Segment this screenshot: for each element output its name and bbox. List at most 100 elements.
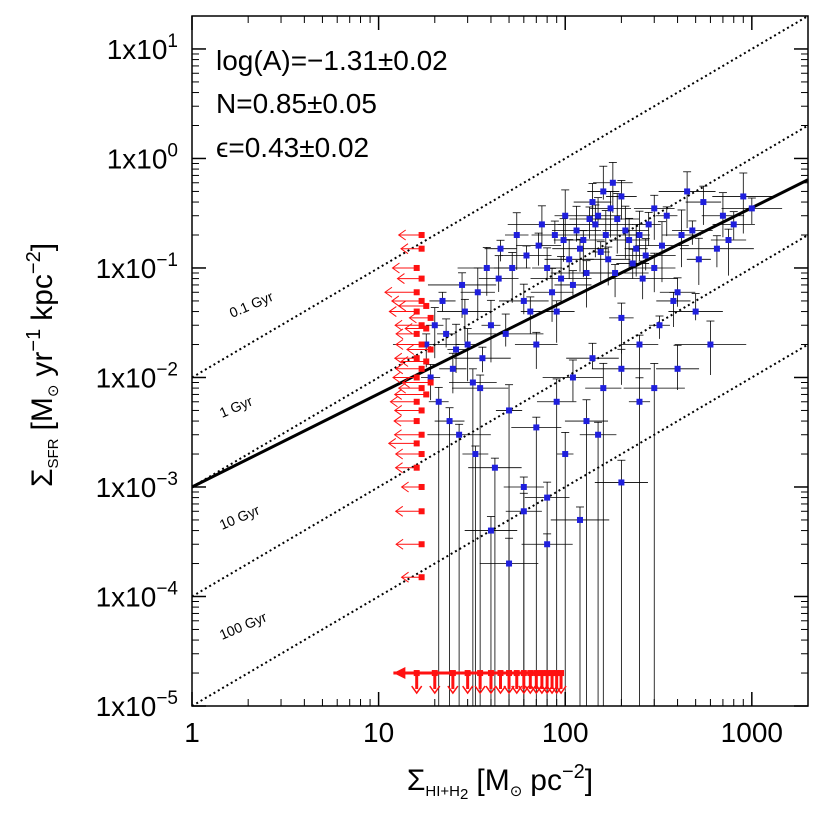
upper-limit-point xyxy=(413,398,420,405)
detection-point xyxy=(692,308,699,315)
detection-point xyxy=(439,297,446,304)
detection-point xyxy=(674,365,681,372)
upper-limit-arrowhead xyxy=(393,405,403,416)
y-tick-exponent: −1 xyxy=(156,250,178,271)
upper-limit-point xyxy=(418,245,425,252)
detection-point xyxy=(670,297,677,304)
detection-point xyxy=(427,374,434,381)
detection-point xyxy=(695,256,702,263)
depletion-label-1: 1 Gyr xyxy=(217,393,255,421)
detection-point xyxy=(479,355,486,362)
detection-point xyxy=(569,374,576,381)
upper-limit-arrowhead xyxy=(390,295,400,307)
y-tick-exponent: −5 xyxy=(156,688,178,709)
bottom-limit-arrowhead xyxy=(485,685,497,695)
bottom-limit-arrowhead xyxy=(530,685,542,695)
bottom-limit-arrowhead xyxy=(429,685,441,695)
y-tick-mantissa: 1x10 xyxy=(96,691,157,722)
upper-limit-arrowhead xyxy=(397,229,406,241)
detection-point xyxy=(674,289,681,296)
upper-limit-arrowhead xyxy=(394,448,404,460)
upper-limit-arrowhead xyxy=(394,462,403,474)
detection-point xyxy=(435,398,442,405)
detection-point xyxy=(533,341,540,348)
detection-point xyxy=(645,221,652,228)
upper-limit-arrowhead xyxy=(384,286,393,298)
upper-limit-arrowhead xyxy=(395,339,404,350)
upper-limit-arrowhead xyxy=(395,328,404,340)
detection-point xyxy=(719,212,726,219)
upper-limit-point xyxy=(418,451,425,458)
detection-point xyxy=(551,232,558,239)
detection-point xyxy=(740,193,747,200)
upper-limit-arrowhead xyxy=(388,306,397,317)
detection-point xyxy=(639,275,646,282)
upper-limit-point xyxy=(423,391,430,398)
detection-point xyxy=(431,322,438,329)
detection-point xyxy=(562,451,569,458)
detection-point xyxy=(544,494,551,501)
y-tick-label: 1x10−5 xyxy=(96,688,178,722)
upper-limit-arrowhead xyxy=(393,429,402,441)
detection-point xyxy=(689,227,696,234)
upper-limit-point xyxy=(418,431,425,438)
y-tick-exponent: −4 xyxy=(156,578,178,599)
y-tick-label: 1x10−3 xyxy=(96,469,178,503)
y-axis-sub: SFR xyxy=(45,438,62,468)
upper-limit-point xyxy=(418,407,425,414)
detection-point xyxy=(520,508,527,515)
detection-point xyxy=(614,216,621,223)
detection-point xyxy=(618,365,625,372)
y-tick-exponent: −2 xyxy=(156,359,178,380)
upper-limit-arrowhead xyxy=(400,481,409,493)
detection-point xyxy=(618,479,625,486)
y-tick-label: 1x10−2 xyxy=(96,359,178,393)
detection-point xyxy=(509,264,516,271)
detection-point xyxy=(636,341,643,348)
detection-point xyxy=(553,398,560,405)
x-axis-close: ] xyxy=(585,764,593,797)
y-tick-mantissa: 1x10 xyxy=(96,362,157,393)
detection-point xyxy=(651,264,658,271)
detection-point xyxy=(580,237,587,244)
upper-limit-arrowhead xyxy=(391,262,400,274)
detection-point xyxy=(497,245,504,252)
errorbars xyxy=(392,162,783,706)
upper-limit-point xyxy=(418,508,425,515)
detection-point xyxy=(656,322,663,329)
y-tick-exponent: 0 xyxy=(167,140,178,161)
detection-point xyxy=(748,205,755,212)
detection-point xyxy=(469,379,476,386)
detection-point xyxy=(633,245,640,252)
detection-point xyxy=(583,269,590,276)
y-tick-mantissa: 1x10 xyxy=(107,34,168,65)
upper-limit-arrowhead xyxy=(406,344,415,355)
detection-point xyxy=(707,341,714,348)
detection-point xyxy=(576,245,583,252)
x-ticks: 1 10 100 1000 xyxy=(184,16,783,748)
upper-limit-point xyxy=(418,541,425,548)
upper-limit-point xyxy=(427,346,434,353)
detection-point xyxy=(589,199,596,206)
y-tick-mantissa: 1x10 xyxy=(96,472,157,503)
detection-point xyxy=(595,212,602,219)
detection-point xyxy=(595,431,602,438)
detection-point xyxy=(544,541,551,548)
annotation-epsilon: ϵ=0.43±0.02 xyxy=(216,132,369,163)
upper-limit-arrowhead xyxy=(392,372,401,383)
detection-point xyxy=(678,232,685,239)
detection-point xyxy=(477,385,484,392)
detection-point xyxy=(713,245,720,252)
upper-limit-arrowhead xyxy=(400,571,409,583)
x-axis-sub2: 2 xyxy=(460,786,468,803)
x-axis-title: ΣHI+H2 [M⊙ pc−2] xyxy=(407,761,593,803)
y-tick-mantissa: 1x10 xyxy=(96,581,157,612)
upper-limit-arrowhead xyxy=(393,389,403,400)
detection-point xyxy=(573,227,580,234)
y-tick-mantissa: 1x10 xyxy=(96,253,157,284)
upper-limit-point xyxy=(423,325,430,332)
upper-limit-point xyxy=(423,358,430,365)
detection-point xyxy=(549,289,556,296)
